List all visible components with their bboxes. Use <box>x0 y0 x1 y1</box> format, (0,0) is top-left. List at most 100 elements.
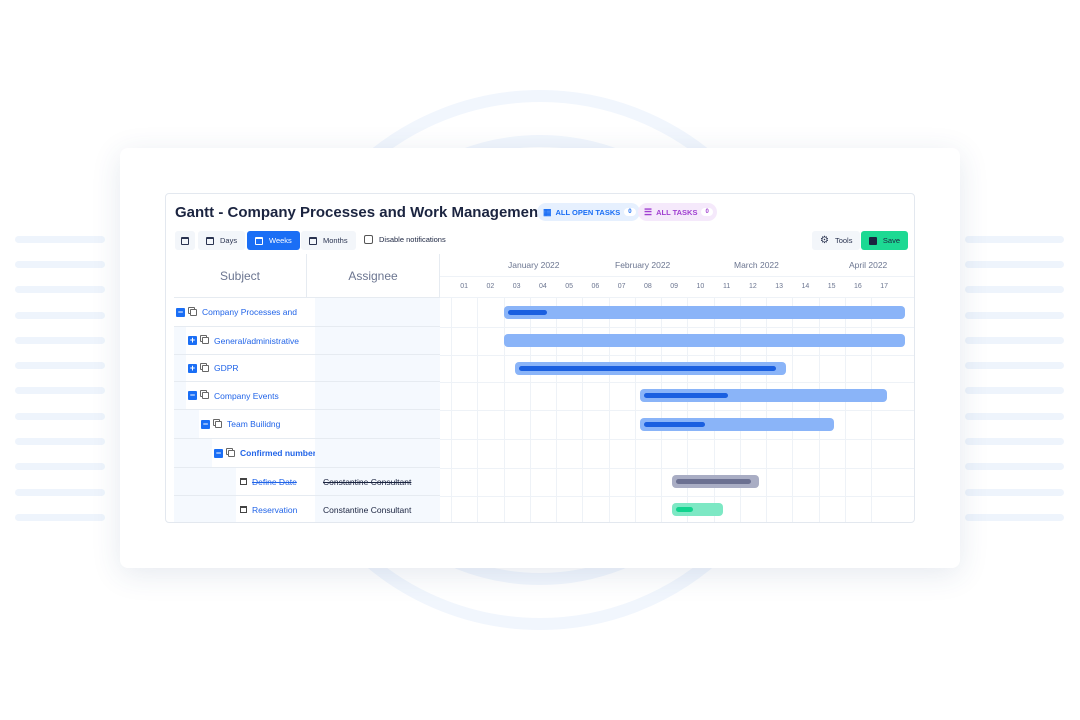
disable-notifications-checkbox[interactable] <box>364 235 373 244</box>
calendar-icon <box>206 236 214 245</box>
days-button[interactable]: Days <box>198 231 246 250</box>
collapse-icon[interactable]: − <box>176 306 185 317</box>
week-label: 05 <box>565 283 574 290</box>
group-icon <box>190 308 197 316</box>
decorative-line <box>15 337 105 344</box>
progress-bar <box>644 421 706 427</box>
week-label: 09 <box>670 283 679 290</box>
assignee-cell <box>315 355 323 381</box>
weeks-button[interactable]: Weeks <box>247 231 300 250</box>
subject-link[interactable]: Company Events <box>214 390 279 401</box>
week-label: 03 <box>512 283 521 290</box>
week-label: 16 <box>853 283 862 290</box>
progress-bar <box>675 507 693 512</box>
calendar-today-icon <box>181 236 189 245</box>
collapse-icon[interactable]: − <box>188 390 197 400</box>
table-row[interactable]: − Team Builidng <box>174 410 440 439</box>
row-divider <box>440 327 914 328</box>
header-divider <box>440 276 914 277</box>
tools-label: Tools <box>834 236 853 245</box>
days-label: Days <box>220 236 238 245</box>
group-icon <box>202 337 209 344</box>
task-icon <box>240 506 247 513</box>
decorative-line <box>15 236 105 243</box>
row-divider <box>440 355 914 356</box>
gantt-bar[interactable] <box>671 503 723 516</box>
decorative-line <box>965 236 1064 243</box>
assignee-cell <box>315 327 323 354</box>
column-header-subject[interactable]: Subject <box>174 254 307 298</box>
week-label: 14 <box>801 283 810 290</box>
months-button[interactable]: Months <box>301 231 356 250</box>
month-label: February 2022 <box>615 260 671 270</box>
week-label: 07 <box>617 283 626 290</box>
tools-button[interactable]: ⚙ Tools <box>812 231 861 250</box>
all-tasks-count: 0 <box>701 208 713 216</box>
week-label: 01 <box>460 283 469 290</box>
subject-link[interactable]: Reservation <box>252 504 298 515</box>
decorative-line <box>15 312 105 319</box>
gear-icon: ⚙ <box>820 235 829 246</box>
subject-link[interactable]: Define Date <box>252 476 297 487</box>
week-label: 12 <box>748 283 757 290</box>
gantt-bar[interactable] <box>503 305 906 319</box>
gantt-bar[interactable] <box>640 417 835 431</box>
table-row[interactable]: Reservation Constantine Consultant <box>174 496 440 522</box>
floppy-disk-icon <box>869 236 877 245</box>
decorative-line <box>965 362 1064 369</box>
subject-link[interactable]: General/administrative <box>214 335 300 346</box>
collapse-icon[interactable]: − <box>214 447 223 458</box>
column-header-assignee[interactable]: Assignee <box>307 254 440 298</box>
today-button[interactable] <box>175 231 195 250</box>
subject-link[interactable]: Company Processes and <box>202 307 297 317</box>
decorative-line <box>965 337 1064 344</box>
gantt-bar[interactable] <box>515 361 786 375</box>
all-open-tasks-filter[interactable]: ▦ ALL OPEN TASKS 0 <box>537 203 640 221</box>
weeks-label: Weeks <box>269 236 292 245</box>
save-label: Save <box>882 236 900 245</box>
assignee-cell: Constantine Consultant <box>323 476 412 487</box>
calendar-icon <box>309 236 317 245</box>
months-label: Months <box>323 236 348 245</box>
group-icon <box>215 420 222 428</box>
assignee-cell <box>315 410 323 438</box>
gantt-bar[interactable] <box>640 389 887 402</box>
decorative-line <box>965 463 1064 470</box>
table-row[interactable]: − Company Processes and <box>174 298 440 327</box>
decorative-line <box>965 387 1064 394</box>
decorative-line <box>15 261 105 268</box>
decorative-line <box>15 413 105 420</box>
decorative-line <box>15 514 105 521</box>
decorative-line <box>965 286 1064 293</box>
subject-link[interactable]: Team Builidng <box>227 419 281 429</box>
row-divider <box>440 410 914 411</box>
collapse-icon[interactable]: − <box>201 418 210 429</box>
decorative-line <box>965 312 1064 319</box>
week-label: 15 <box>827 283 836 290</box>
table-row[interactable]: + GDPR <box>174 355 440 382</box>
month-label: April 2022 <box>849 260 888 270</box>
group-icon <box>228 449 235 457</box>
gantt-bar[interactable] <box>503 334 906 347</box>
decorative-line <box>965 413 1064 420</box>
save-button[interactable]: Save <box>861 231 908 250</box>
subject-link[interactable]: GDPR <box>214 363 239 373</box>
gantt-bar[interactable] <box>671 475 760 488</box>
expand-icon[interactable]: + <box>188 335 197 345</box>
expand-icon[interactable]: + <box>188 362 197 373</box>
decorative-line <box>15 387 105 394</box>
all-tasks-filter[interactable]: ☰ ALL TASKS 0 <box>638 203 717 221</box>
table-row[interactable]: − Company Events <box>174 382 440 410</box>
disable-notifications-label[interactable]: Disable notifications <box>379 235 446 244</box>
subject-link[interactable]: Confirmed number of participatns <box>240 448 315 458</box>
row-divider <box>440 382 914 383</box>
table-row[interactable]: + General/administrative <box>174 327 440 355</box>
task-icon <box>240 478 247 485</box>
table-row[interactable]: − Confirmed number of participatns <box>174 439 440 468</box>
assignee-cell <box>315 298 323 326</box>
decorative-line <box>15 286 105 293</box>
grid-icon: ▦ <box>543 206 552 217</box>
week-label: 06 <box>591 283 600 290</box>
group-icon <box>202 364 209 372</box>
table-row[interactable]: Define Date Constantine Consultant <box>174 468 440 496</box>
